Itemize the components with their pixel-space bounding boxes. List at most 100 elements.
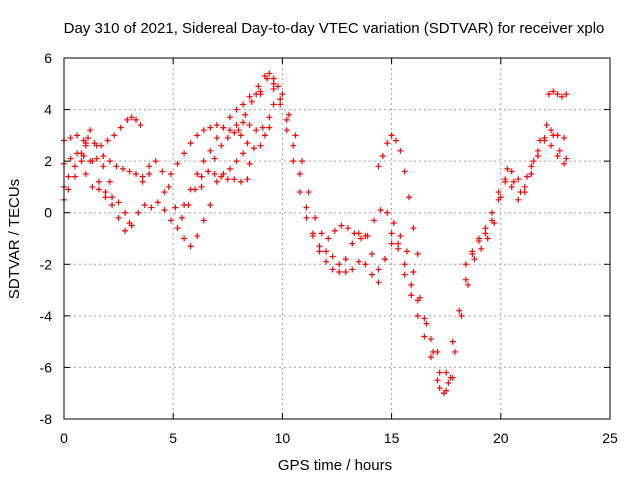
data-point bbox=[240, 150, 247, 157]
data-point bbox=[368, 250, 375, 257]
data-point bbox=[187, 243, 194, 250]
data-point bbox=[482, 225, 489, 232]
data-point bbox=[377, 207, 384, 214]
data-point bbox=[323, 258, 330, 265]
data-point bbox=[408, 281, 415, 288]
data-point bbox=[74, 132, 81, 139]
data-point bbox=[65, 186, 72, 193]
data-point bbox=[299, 158, 306, 165]
data-point bbox=[563, 155, 570, 162]
y-tick-labels: -8 -6 -4 -2 0 2 4 6 bbox=[40, 50, 53, 427]
data-point bbox=[484, 235, 491, 242]
data-point bbox=[368, 271, 375, 278]
data-point bbox=[550, 88, 557, 95]
data-point bbox=[292, 132, 299, 139]
data-point bbox=[338, 222, 345, 229]
data-point bbox=[205, 168, 212, 175]
data-point bbox=[119, 165, 126, 172]
data-point bbox=[93, 142, 100, 149]
data-point bbox=[329, 253, 336, 260]
data-point bbox=[397, 232, 404, 239]
data-point bbox=[133, 171, 140, 178]
data-point bbox=[248, 98, 255, 105]
data-point bbox=[277, 101, 284, 108]
data-point bbox=[475, 235, 482, 242]
data-point bbox=[355, 230, 362, 237]
data-point bbox=[558, 93, 565, 100]
x-tick-labels: 0 5 10 15 20 25 bbox=[60, 430, 618, 446]
data-point bbox=[534, 147, 541, 154]
data-point bbox=[93, 155, 100, 162]
data-point bbox=[515, 196, 522, 203]
data-point bbox=[449, 338, 456, 345]
y-tick-label: 0 bbox=[44, 205, 52, 221]
data-point bbox=[78, 158, 85, 165]
data-point bbox=[382, 256, 389, 263]
data-point bbox=[115, 214, 122, 221]
data-point bbox=[491, 220, 498, 227]
data-point bbox=[285, 111, 292, 118]
data-point bbox=[244, 176, 251, 183]
data-point bbox=[395, 240, 402, 247]
data-point bbox=[336, 269, 343, 276]
data-point bbox=[148, 204, 155, 211]
data-point bbox=[95, 186, 102, 193]
x-tick-label: 0 bbox=[60, 430, 68, 446]
data-point bbox=[406, 194, 413, 201]
data-point bbox=[194, 171, 201, 178]
data-point bbox=[181, 235, 188, 242]
data-point bbox=[207, 147, 214, 154]
data-point bbox=[200, 127, 207, 134]
data-point bbox=[458, 312, 465, 319]
data-point bbox=[362, 261, 369, 268]
data-point bbox=[451, 348, 458, 355]
data-point bbox=[521, 183, 528, 190]
data-point bbox=[471, 256, 478, 263]
y-tick-label: -6 bbox=[40, 359, 53, 375]
data-point bbox=[220, 124, 227, 131]
data-point bbox=[266, 70, 273, 77]
series-8 bbox=[181, 88, 264, 208]
data-point bbox=[67, 134, 74, 141]
data-point bbox=[375, 279, 382, 286]
data-point bbox=[528, 171, 535, 178]
data-point bbox=[515, 176, 522, 183]
data-point bbox=[87, 127, 94, 134]
y-axis-label: SDTVAR / TECUs bbox=[6, 179, 23, 299]
data-point bbox=[316, 248, 323, 255]
data-point bbox=[358, 235, 365, 242]
data-point bbox=[495, 189, 502, 196]
data-point bbox=[65, 173, 72, 180]
data-point bbox=[296, 171, 303, 178]
data-point bbox=[548, 142, 555, 149]
data-point bbox=[371, 217, 378, 224]
data-point bbox=[423, 320, 430, 327]
data-point bbox=[207, 124, 214, 131]
data-point bbox=[213, 122, 220, 129]
x-tick-label: 20 bbox=[493, 430, 509, 446]
data-point bbox=[290, 158, 297, 165]
data-point bbox=[174, 225, 181, 232]
data-point bbox=[270, 80, 277, 87]
data-point bbox=[275, 83, 282, 90]
chart-title: Day 310 of 2021, Sidereal Day-to-day VTE… bbox=[64, 20, 605, 37]
data-point bbox=[434, 377, 441, 384]
data-point bbox=[168, 217, 175, 224]
data-point bbox=[102, 194, 109, 201]
data-point bbox=[198, 173, 205, 180]
data-point bbox=[497, 194, 504, 201]
data-point bbox=[436, 369, 443, 376]
data-point bbox=[253, 127, 260, 134]
data-point bbox=[421, 333, 428, 340]
data-point bbox=[312, 214, 319, 221]
data-point bbox=[251, 145, 258, 152]
data-point bbox=[178, 214, 185, 221]
data-point bbox=[279, 91, 286, 98]
data-point bbox=[194, 132, 201, 139]
x-axis-label: GPS time / hours bbox=[278, 457, 392, 474]
data-point bbox=[401, 168, 408, 175]
data-point bbox=[379, 152, 386, 159]
data-point bbox=[85, 134, 92, 141]
data-point bbox=[237, 132, 244, 139]
data-point bbox=[165, 183, 172, 190]
